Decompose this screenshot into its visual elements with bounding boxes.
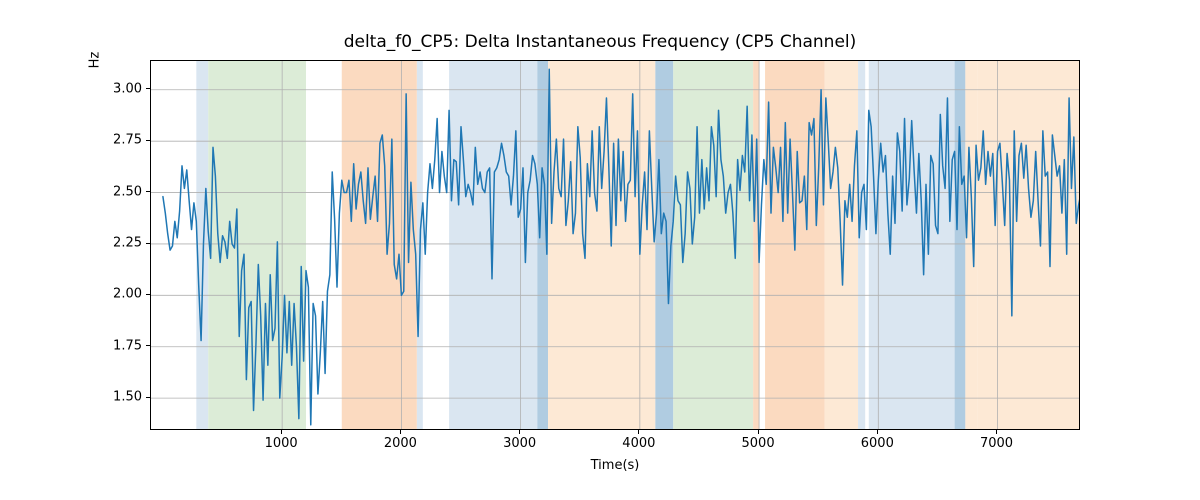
x-tick-mark (877, 430, 878, 434)
x-tick-mark (996, 430, 997, 434)
chart-title: delta_f0_CP5: Delta Instantaneous Freque… (0, 32, 1200, 52)
figure: delta_f0_CP5: Delta Instantaneous Freque… (0, 0, 1200, 500)
y-tick-label: 3.00 (106, 81, 142, 96)
y-tick-label: 2.25 (106, 235, 142, 250)
x-tick-label: 4000 (622, 436, 655, 451)
x-tick-mark (519, 430, 520, 434)
x-tick-label: 5000 (742, 436, 775, 451)
x-tick-mark (400, 430, 401, 434)
x-tick-label: 1000 (265, 436, 298, 451)
x-tick-label: 2000 (384, 436, 417, 451)
x-axis-label: Time(s) (150, 458, 1080, 473)
y-tick-mark (146, 140, 150, 141)
x-tick-label: 7000 (980, 436, 1013, 451)
y-tick-label: 2.50 (106, 184, 142, 199)
y-tick-label: 2.75 (106, 133, 142, 148)
x-tick-mark (638, 430, 639, 434)
y-tick-mark (146, 294, 150, 295)
y-tick-label: 1.75 (106, 338, 142, 353)
plot-area (150, 60, 1080, 430)
x-tick-mark (758, 430, 759, 434)
y-tick-label: 2.00 (106, 287, 142, 302)
x-tick-label: 3000 (503, 436, 536, 451)
y-tick-mark (146, 397, 150, 398)
y-tick-label: 1.50 (106, 390, 142, 405)
plot-svg (151, 61, 1080, 430)
y-tick-mark (146, 345, 150, 346)
y-tick-mark (146, 191, 150, 192)
y-tick-mark (146, 88, 150, 89)
y-tick-mark (146, 243, 150, 244)
y-axis-label: Hz (88, 0, 103, 245)
x-tick-label: 6000 (861, 436, 894, 451)
x-tick-mark (281, 430, 282, 434)
